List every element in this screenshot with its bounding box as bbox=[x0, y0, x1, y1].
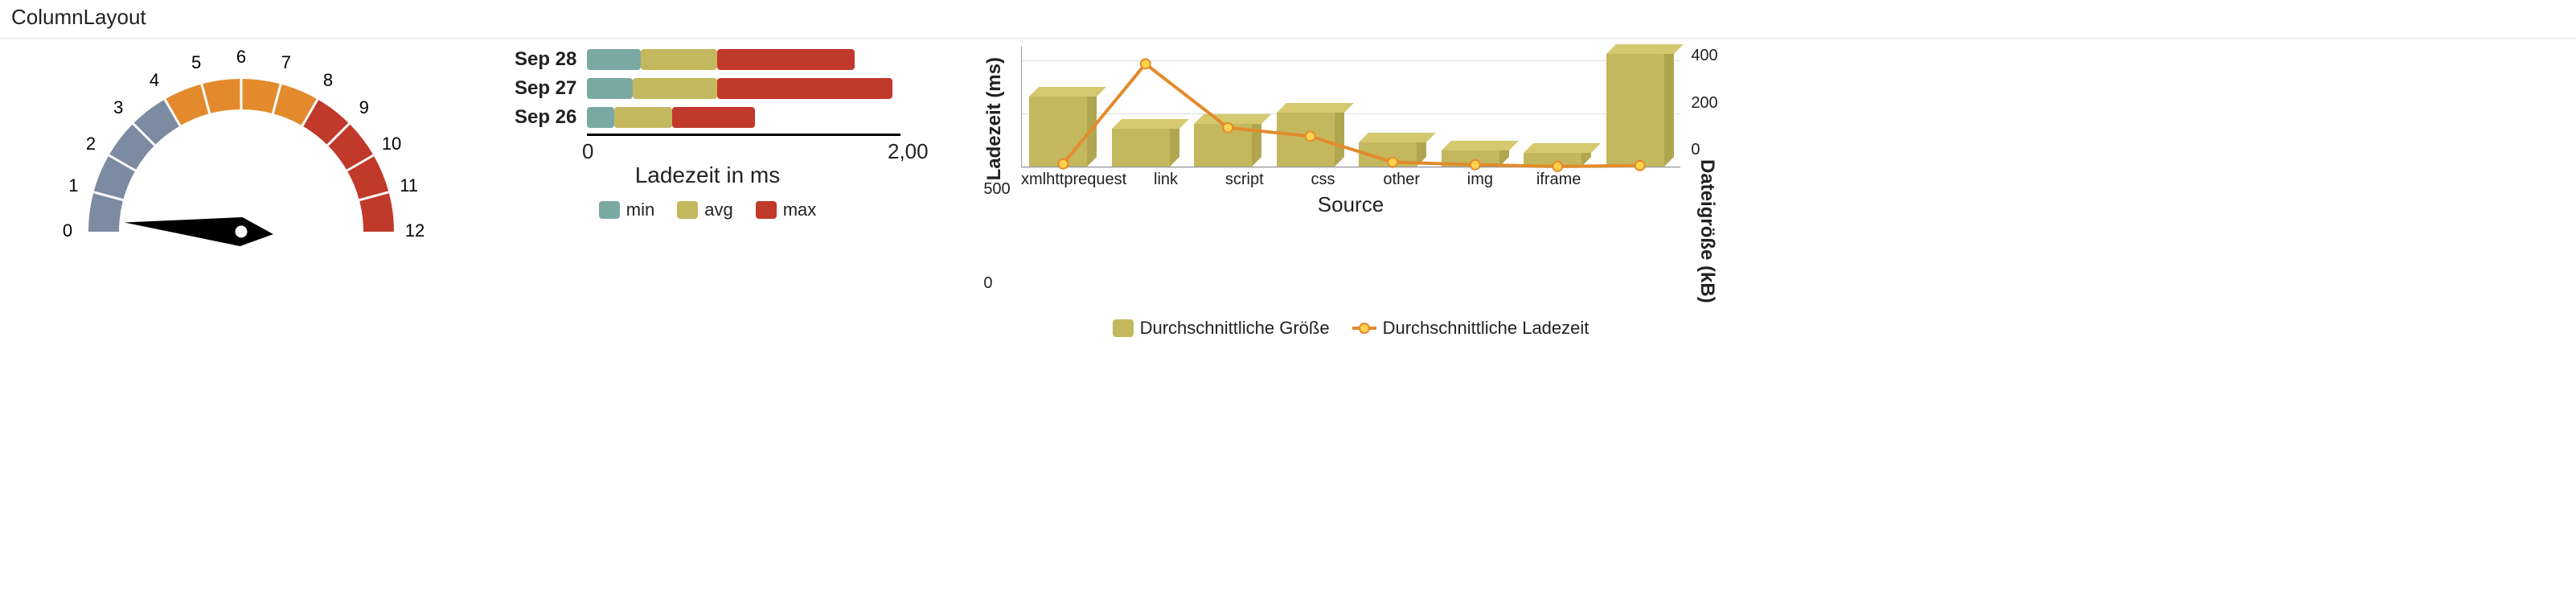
combo-legend: Durchschnittliche Größe Durchschnittlich… bbox=[1113, 318, 1589, 339]
combo-line-marker bbox=[1388, 158, 1397, 167]
combo-x-ticks: xmlhttprequestlinkscriptcssotherimgifram… bbox=[1021, 167, 1598, 189]
gauge-tick: 4 bbox=[150, 70, 159, 90]
gauge-needle bbox=[124, 217, 273, 246]
legend-line: Durchschnittliche Ladezeit bbox=[1352, 318, 1589, 339]
gauge-tick: 10 bbox=[382, 134, 401, 154]
legend-label: max bbox=[783, 200, 817, 220]
stack-tick: 2,00 bbox=[888, 139, 929, 164]
gauge-tick: 11 bbox=[400, 175, 418, 195]
gauge-tick: 2 bbox=[86, 134, 96, 154]
combo-line-marker bbox=[1058, 159, 1068, 169]
combo-x-label: Source bbox=[1021, 192, 1680, 217]
y-left-tick: 500 bbox=[983, 180, 1010, 199]
stack-row-label: Sep 27 bbox=[515, 77, 587, 100]
y-right-tick: 0 bbox=[1691, 141, 1717, 159]
gauge-tick: 6 bbox=[236, 47, 246, 67]
stack-segment bbox=[633, 78, 717, 99]
stack-row: Sep 27 bbox=[515, 76, 900, 101]
combo-line bbox=[1022, 47, 1680, 167]
combo-x-tick: link bbox=[1126, 167, 1205, 189]
legend-line-label: Durchschnittliche Ladezeit bbox=[1383, 318, 1589, 339]
combo-line-marker bbox=[1306, 131, 1315, 141]
gauge-tick: 9 bbox=[359, 97, 369, 117]
legend-label: avg bbox=[704, 200, 732, 220]
stack-segment bbox=[672, 107, 755, 128]
combo-line-marker bbox=[1553, 162, 1562, 171]
combo-y-left-label: Ladezeit (ms) bbox=[983, 57, 1006, 180]
y-left-tick: 0 bbox=[983, 274, 1010, 293]
gauge-tick: 1 bbox=[68, 175, 78, 195]
combo-x-tick: script bbox=[1205, 167, 1284, 189]
stack-segment bbox=[717, 78, 893, 99]
stack-axis: 02,00 bbox=[587, 134, 900, 161]
combo-y-left: Ladezeit (ms) 500 0 bbox=[973, 47, 1021, 303]
stack-row: Sep 28 bbox=[515, 47, 900, 72]
combo-y-right: 400 200 0 Dateigröße (kB) bbox=[1680, 47, 1729, 303]
combo-chart: Ladezeit (ms) 500 0 bbox=[949, 47, 1753, 339]
combo-x-tick: other bbox=[1362, 167, 1441, 189]
legend-item-avg: avg bbox=[677, 200, 732, 220]
stack-segment bbox=[587, 107, 614, 128]
stack-segment bbox=[717, 49, 855, 70]
combo-x-tick: xmlhttprequest bbox=[1021, 167, 1126, 189]
stack-segment bbox=[587, 78, 633, 99]
page-title: ColumnLayout bbox=[0, 0, 2576, 39]
y-right-tick: 200 bbox=[1691, 94, 1717, 113]
gauge-tick: 3 bbox=[113, 97, 123, 117]
stack-row: Sep 26 bbox=[515, 105, 900, 130]
gauge-tick: 0 bbox=[63, 220, 72, 241]
gauge-tick: 7 bbox=[281, 52, 291, 72]
stacked-legend: min avg max bbox=[599, 200, 817, 220]
gauge-segment bbox=[302, 99, 394, 232]
stacked-x-label: Ladezeit in ms bbox=[635, 163, 781, 188]
dashboard-row: 0123456789101112 Sep 28 Sep 27 Sep 26 02… bbox=[0, 39, 2576, 347]
gauge-tick: 5 bbox=[191, 52, 201, 72]
gauge-tick: 8 bbox=[323, 70, 333, 90]
gauge-chart: 0123456789101112 bbox=[16, 47, 466, 256]
combo-line-marker bbox=[1635, 161, 1645, 171]
stacked-bar-chart: Sep 28 Sep 27 Sep 26 02,00 Ladezeit in m… bbox=[498, 47, 917, 220]
legend-item-min: min bbox=[599, 200, 654, 220]
combo-y-right-label: Dateigröße (kB) bbox=[1696, 159, 1718, 303]
legend-label: min bbox=[626, 200, 654, 220]
combo-line-marker bbox=[1471, 160, 1480, 170]
stack-segment bbox=[614, 107, 672, 128]
stack-row-label: Sep 26 bbox=[515, 106, 587, 129]
combo-plot bbox=[1021, 47, 1680, 167]
stack-row-label: Sep 28 bbox=[515, 48, 587, 71]
combo-x-tick: img bbox=[1441, 167, 1520, 189]
gauge-segment bbox=[88, 99, 180, 232]
gauge-tick: 12 bbox=[405, 220, 425, 241]
stack-segment bbox=[587, 49, 641, 70]
legend-bar-label: Durchschnittliche Größe bbox=[1140, 318, 1330, 339]
y-right-tick: 400 bbox=[1691, 47, 1717, 65]
legend-bar: Durchschnittliche Größe bbox=[1113, 318, 1330, 339]
combo-x-tick: css bbox=[1284, 167, 1363, 189]
combo-line-marker bbox=[1141, 59, 1151, 68]
legend-item-max: max bbox=[756, 200, 817, 220]
stack-tick: 0 bbox=[582, 139, 593, 164]
stack-segment bbox=[641, 49, 717, 70]
combo-line-marker bbox=[1223, 123, 1233, 133]
